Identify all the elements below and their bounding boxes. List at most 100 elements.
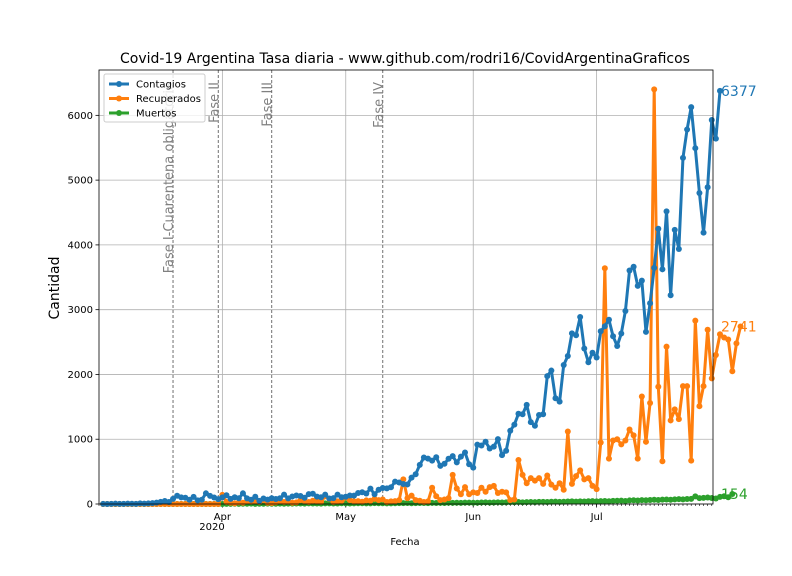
chart-title: Covid-19 Argentina Tasa diaria - www.git… <box>120 51 690 67</box>
data-point <box>396 497 403 504</box>
data-point <box>614 343 621 350</box>
data-point <box>531 422 538 429</box>
data-point <box>523 401 530 408</box>
data-point <box>404 481 411 488</box>
data-point <box>725 494 732 501</box>
data-point <box>605 455 612 462</box>
legend-swatch-marker <box>116 110 122 116</box>
data-point <box>564 428 571 435</box>
data-point <box>511 496 518 503</box>
data-point <box>165 498 172 505</box>
data-point <box>651 264 658 271</box>
data-point <box>470 464 477 471</box>
data-point <box>519 471 526 478</box>
data-point <box>490 482 497 489</box>
plot-area: 0 1000 2000 3000 4000 5000 6000 Apr May Jun Jul Fas… <box>68 69 757 523</box>
data-point <box>725 336 732 343</box>
data-point <box>540 411 547 418</box>
data-point <box>367 485 374 492</box>
data-point <box>696 189 703 196</box>
y-tick-label: 0 <box>87 500 93 511</box>
data-point <box>700 383 707 390</box>
data-point <box>679 154 686 161</box>
y-axis-label: Cantidad <box>47 257 63 320</box>
data-point <box>515 456 522 463</box>
data-point <box>737 323 744 330</box>
legend-entry: Recuperados <box>136 94 201 105</box>
legend-entry: Muertos <box>136 109 176 120</box>
data-point <box>704 326 711 333</box>
y-tick-label: 6000 <box>68 111 93 122</box>
data-point <box>503 489 510 496</box>
data-point <box>597 439 604 446</box>
data-point <box>638 393 645 400</box>
data-point <box>696 403 703 410</box>
data-point <box>429 484 436 491</box>
data-point <box>462 484 469 491</box>
data-point <box>679 383 686 390</box>
y-tick-label: 5000 <box>68 176 93 187</box>
data-point <box>630 432 637 439</box>
data-point <box>523 480 530 487</box>
data-point <box>634 455 641 462</box>
data-point <box>363 490 370 497</box>
data-point <box>593 354 600 361</box>
data-point <box>716 87 723 94</box>
data-point <box>675 245 682 252</box>
data-point <box>573 332 580 339</box>
end-value-label: 2741 <box>721 319 757 335</box>
data-point <box>408 474 415 481</box>
data-point <box>601 323 608 330</box>
data-point <box>441 460 448 467</box>
data-point <box>499 452 506 459</box>
data-point <box>647 399 654 406</box>
data-point <box>630 263 637 270</box>
end-value-label: 6377 <box>721 84 757 100</box>
data-point <box>733 340 740 347</box>
data-point <box>507 427 514 434</box>
x-tick-label: Apr <box>214 512 232 523</box>
data-point <box>675 416 682 423</box>
data-point <box>605 316 612 323</box>
data-point <box>667 292 674 299</box>
data-point <box>466 461 473 468</box>
data-point <box>552 484 559 491</box>
data-point <box>589 482 596 489</box>
data-point <box>589 349 596 356</box>
legend-box <box>103 73 206 123</box>
phase-marker-label: Fase III <box>261 82 276 127</box>
data-point <box>330 495 337 502</box>
data-point <box>474 489 481 496</box>
data-point <box>544 373 551 380</box>
data-point <box>540 480 547 487</box>
data-point <box>663 208 670 215</box>
data-point <box>655 383 662 390</box>
data-point <box>577 467 584 474</box>
data-point <box>692 317 699 324</box>
y-tick-label: 3000 <box>68 305 93 316</box>
data-point <box>642 328 649 335</box>
data-point <box>445 495 452 502</box>
data-point <box>618 330 625 337</box>
x-axis-label: Fecha <box>390 537 419 548</box>
phase-marker-label: Fase IV <box>372 82 387 128</box>
data-point <box>585 475 592 482</box>
data-point <box>457 453 464 460</box>
data-point <box>190 493 197 500</box>
data-point <box>548 481 555 488</box>
data-point <box>593 486 600 493</box>
data-point <box>564 352 571 359</box>
data-point <box>708 116 715 123</box>
data-point <box>556 480 563 487</box>
data-point <box>482 438 489 445</box>
data-point <box>626 267 633 274</box>
data-point <box>511 421 518 428</box>
data-point <box>573 473 580 480</box>
data-point <box>688 457 695 464</box>
data-point <box>556 398 563 405</box>
data-point <box>544 472 551 479</box>
data-point <box>503 447 510 454</box>
legend-entry: Contagios <box>136 80 186 91</box>
data-point <box>667 417 674 424</box>
data-point <box>425 498 432 505</box>
